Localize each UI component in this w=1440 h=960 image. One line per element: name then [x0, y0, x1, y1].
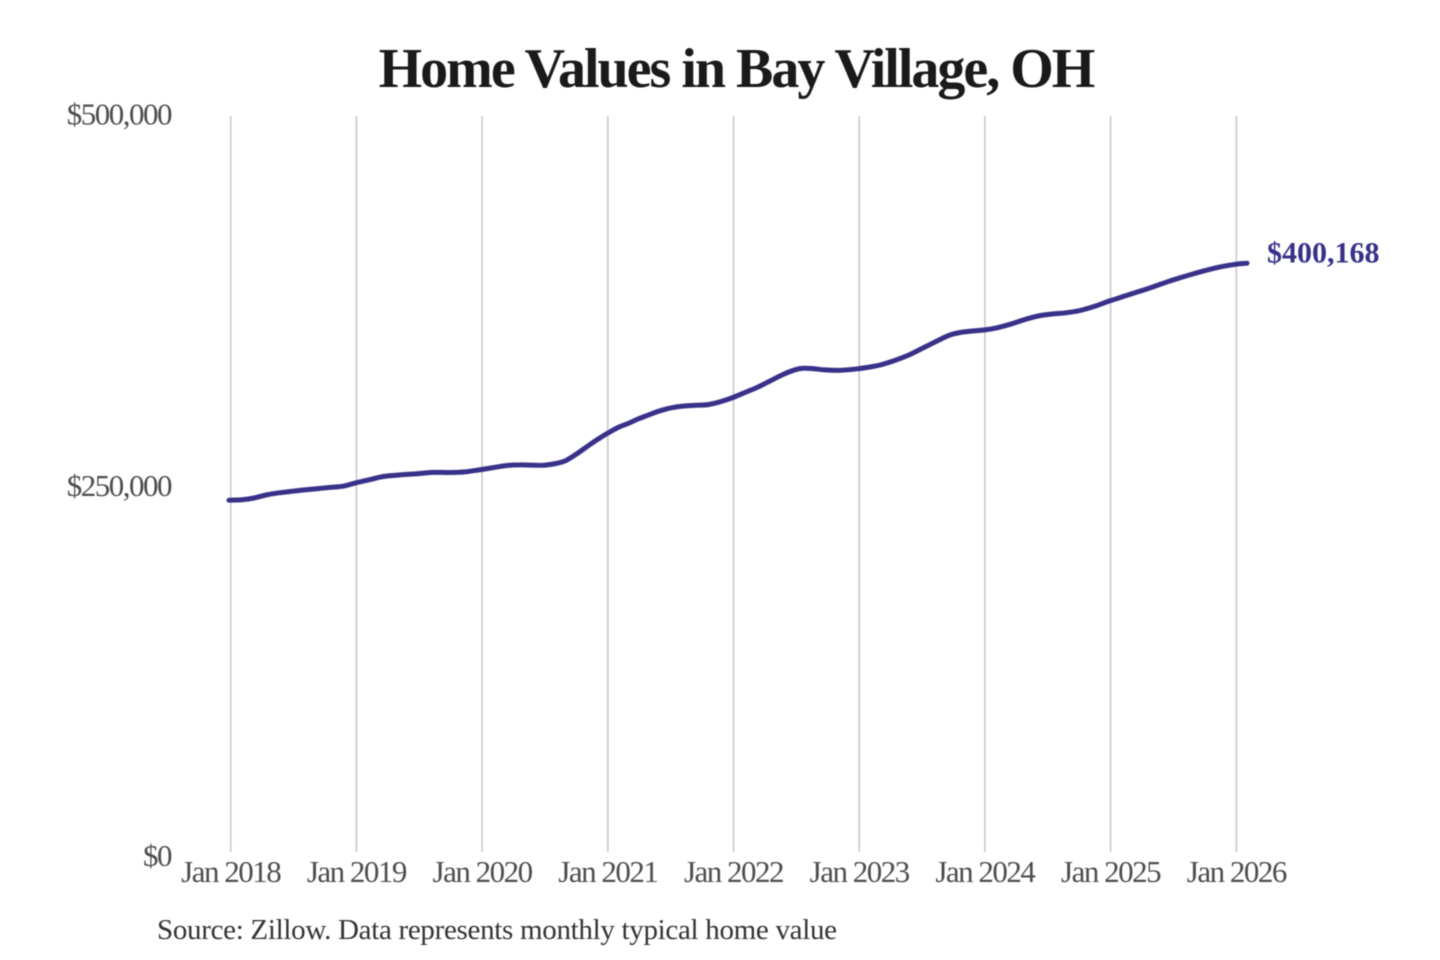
svg-text:Home Values in Bay Village, OH: Home Values in Bay Village, OH: [379, 38, 1095, 100]
svg-text:Jan 2018: Jan 2018: [181, 854, 281, 889]
svg-text:$500,000: $500,000: [67, 97, 172, 132]
svg-text:$0: $0: [143, 838, 172, 873]
svg-text:Source: Zillow. Data represent: Source: Zillow. Data represents monthly …: [157, 914, 837, 946]
svg-text:Jan 2025: Jan 2025: [1061, 854, 1161, 889]
svg-text:Jan 2020: Jan 2020: [433, 854, 533, 889]
svg-text:Jan 2023: Jan 2023: [810, 854, 910, 889]
svg-text:$400,168: $400,168: [1267, 237, 1380, 270]
svg-text:Jan 2022: Jan 2022: [684, 854, 783, 889]
svg-text:$250,000: $250,000: [67, 468, 172, 503]
svg-text:Jan 2024: Jan 2024: [935, 854, 1036, 889]
svg-text:Jan 2019: Jan 2019: [307, 854, 407, 889]
svg-text:Jan 2026: Jan 2026: [1187, 854, 1287, 889]
svg-text:Jan 2021: Jan 2021: [558, 854, 657, 889]
